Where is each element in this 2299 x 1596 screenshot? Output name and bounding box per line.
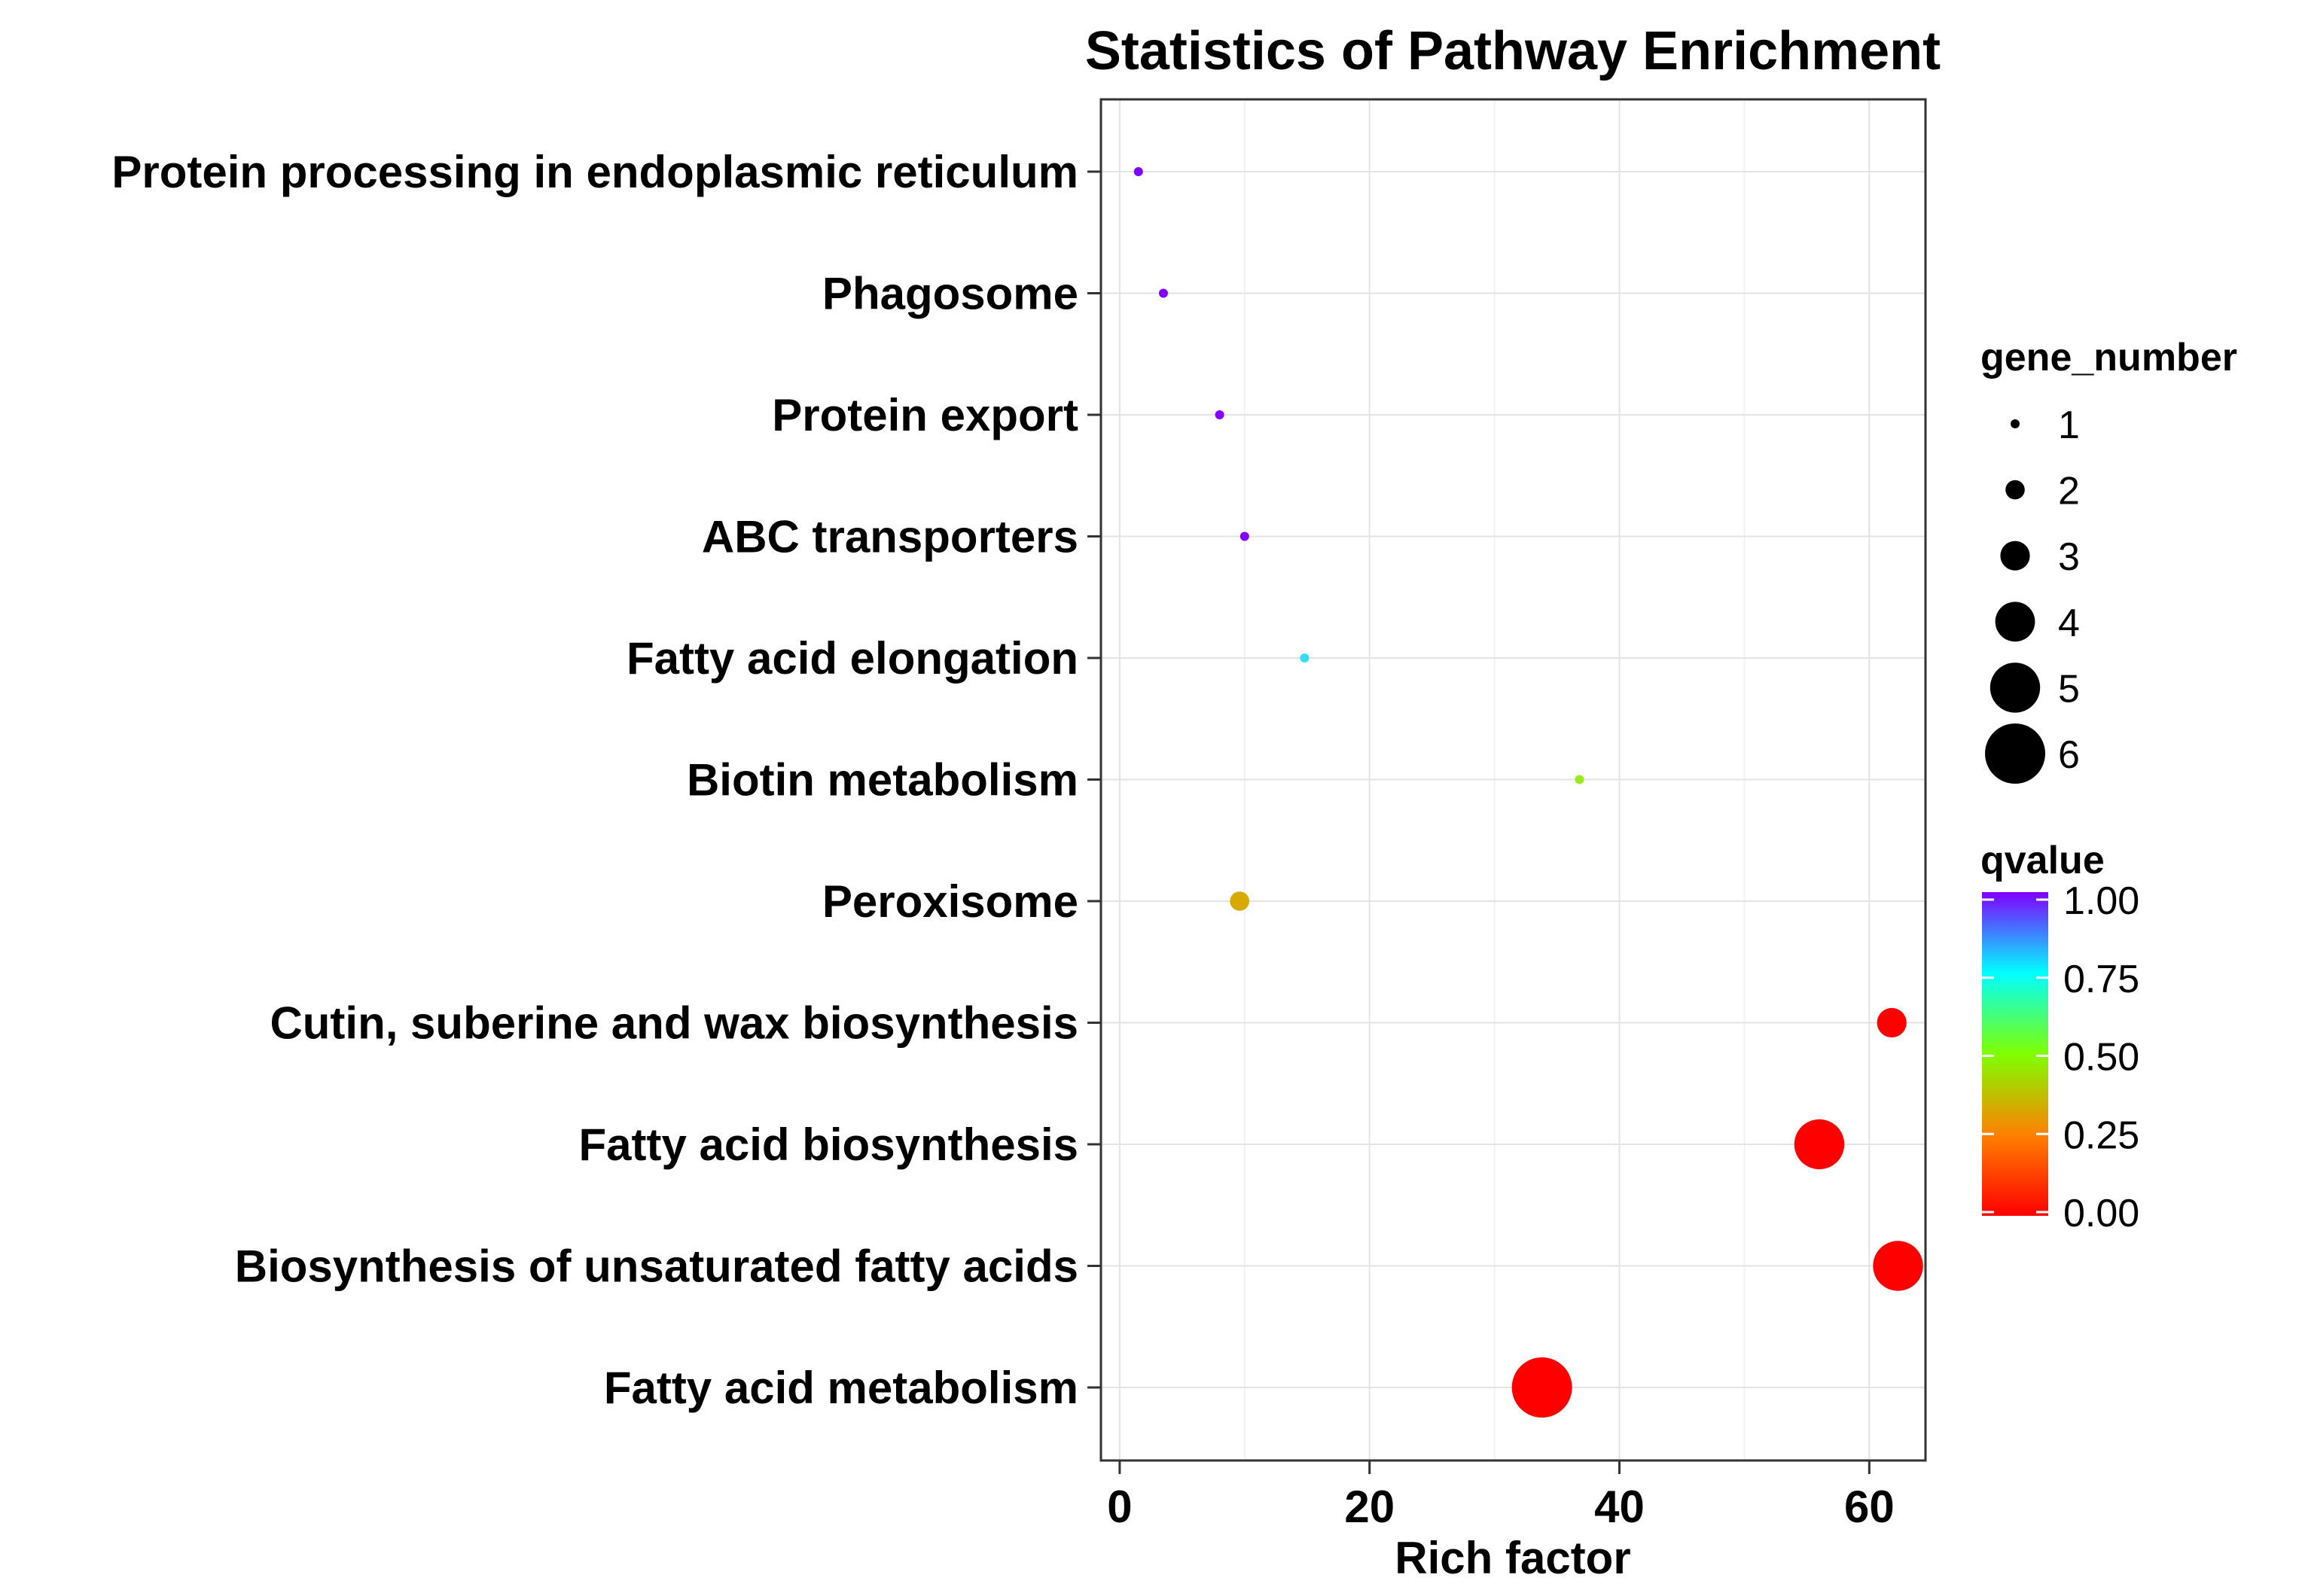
colorbar-tick-label: 0.75: [2063, 958, 2139, 1001]
colorbar-tick-label: 0.25: [2063, 1113, 2139, 1157]
legend-size-label: 5: [2058, 667, 2080, 711]
data-point: [1877, 1007, 1907, 1038]
data-point: [1794, 1119, 1845, 1170]
y-tick-label: ABC transporters: [702, 512, 1078, 562]
legend-gene-number: gene_number 1 2 3 4 5 6: [1980, 336, 2237, 784]
y-tick-label: Cutin, suberine and wax biosynthesis: [270, 998, 1078, 1049]
x-tick-label: 20: [1344, 1482, 1395, 1532]
legend-size-key: [2011, 419, 2020, 428]
data-point: [1133, 167, 1143, 176]
y-tick-label: Fatty acid biosynthesis: [578, 1119, 1078, 1170]
x-axis: 0 20 40 60: [1107, 1460, 1895, 1532]
colorbar-tick-label: 0.50: [2063, 1036, 2139, 1080]
colorbar-tick-label: 1.00: [2063, 879, 2139, 923]
y-tick-label: Biotin metabolism: [687, 755, 1078, 806]
y-axis: Protein processing in endoplasmic reticu…: [111, 147, 1101, 1413]
legend-size-key: [2000, 541, 2030, 571]
data-point: [1239, 531, 1249, 541]
x-tick-label: 60: [1844, 1482, 1895, 1532]
y-tick-label: Phagosome: [822, 269, 1078, 319]
data-point: [1230, 891, 1249, 911]
data-points: [1133, 167, 1923, 1418]
legend-size-key: [1990, 662, 2041, 713]
chart-title: Statistics of Pathway Enrichment: [1085, 21, 1941, 81]
qvalue-colorbar: [1982, 892, 2048, 1216]
legend-size-key: [1995, 602, 2035, 642]
data-point: [1158, 288, 1168, 298]
x-axis-title: Rich factor: [1395, 1533, 1630, 1583]
legend-color-title: qvalue: [1980, 839, 2105, 882]
legend-qvalue: qvalue 1.00 0.75 0.50 0.25 0.00: [1980, 839, 2139, 1235]
data-point: [1300, 653, 1310, 662]
x-tick-label: 0: [1107, 1482, 1132, 1532]
legend-size-label: 3: [2058, 535, 2080, 579]
legend-size-label: 2: [2058, 470, 2080, 513]
colorbar-tick-label: 0.00: [2063, 1192, 2139, 1235]
legend-size-key: [2005, 480, 2025, 500]
y-tick-label: Protein export: [772, 390, 1078, 440]
y-tick-label: Peroxisome: [822, 876, 1078, 927]
data-point: [1511, 1357, 1572, 1418]
y-tick-label: Fatty acid elongation: [627, 633, 1078, 684]
data-point: [1575, 775, 1584, 784]
major-gridlines: [1101, 99, 1925, 1460]
legend-size-key: [1985, 723, 2045, 784]
legend-size-label: 6: [2058, 733, 2080, 777]
legend-size-title: gene_number: [1980, 336, 2237, 379]
legend-size-label: 4: [2058, 602, 2080, 645]
y-tick-label: Protein processing in endoplasmic reticu…: [111, 147, 1078, 197]
data-point: [1873, 1241, 1923, 1291]
data-point: [1215, 410, 1224, 419]
x-tick-label: 40: [1594, 1482, 1645, 1532]
y-tick-label: Biosynthesis of unsaturated fatty acids: [235, 1241, 1078, 1292]
y-tick-label: Fatty acid metabolism: [604, 1363, 1078, 1413]
legend-size-label: 1: [2058, 404, 2080, 447]
